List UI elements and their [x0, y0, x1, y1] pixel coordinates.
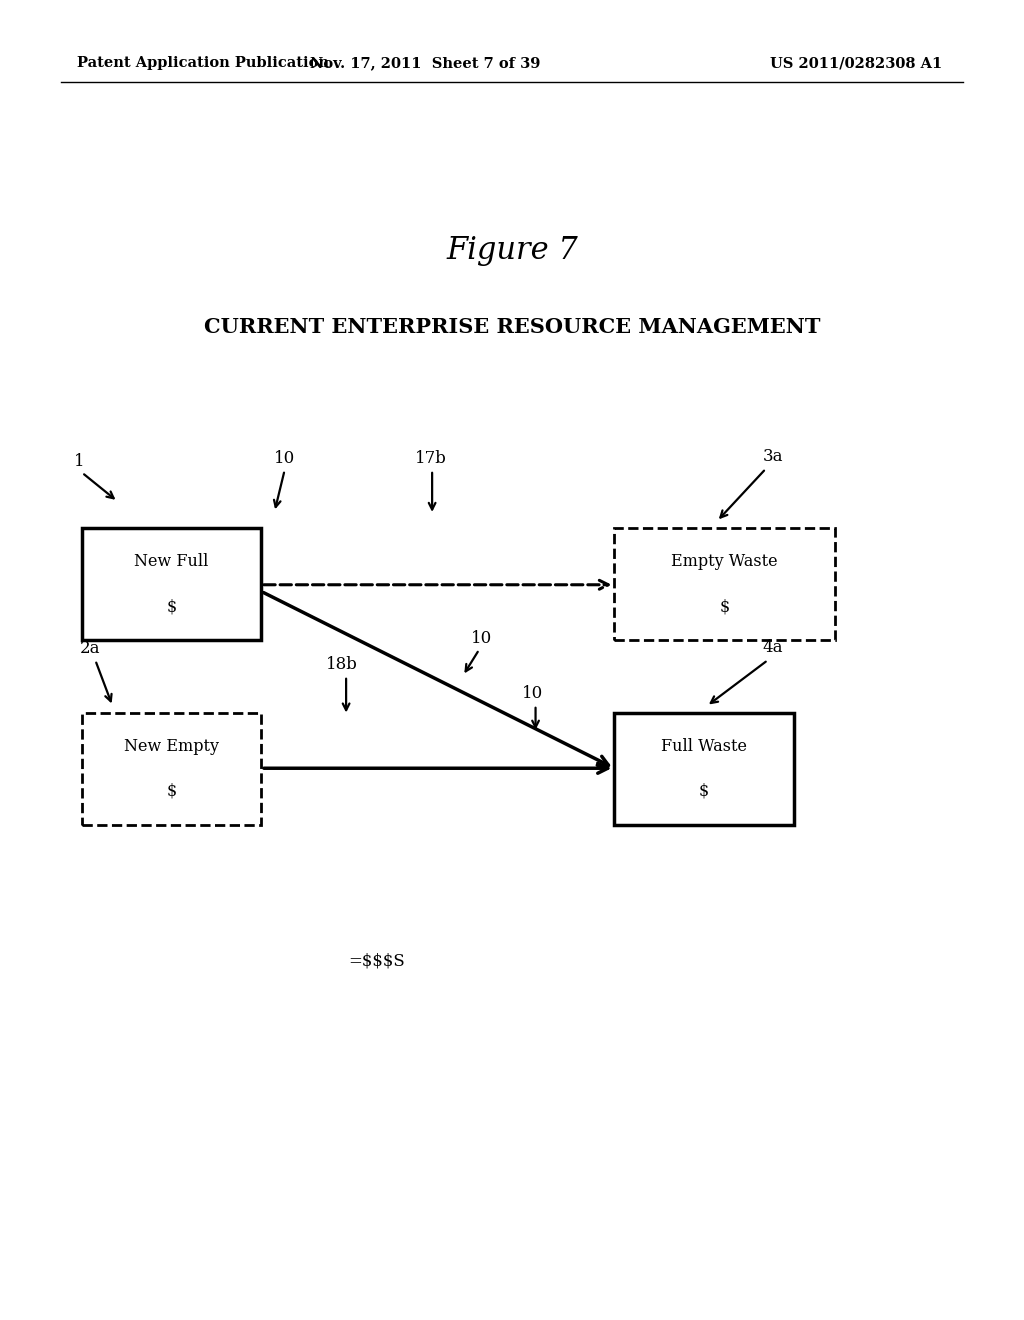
- Text: Full Waste: Full Waste: [662, 738, 746, 755]
- Bar: [82, 528, 261, 640]
- Text: New Empty: New Empty: [124, 738, 219, 755]
- Text: CURRENT ENTERPRISE RESOURCE MANAGEMENT: CURRENT ENTERPRISE RESOURCE MANAGEMENT: [204, 317, 820, 338]
- Text: 10: 10: [471, 630, 493, 647]
- Text: $: $: [719, 598, 730, 615]
- Text: $: $: [698, 783, 710, 800]
- Text: 2a: 2a: [80, 640, 100, 657]
- Bar: [614, 713, 794, 825]
- Text: $: $: [166, 783, 177, 800]
- Bar: [614, 528, 835, 640]
- Text: 10: 10: [522, 685, 544, 702]
- Text: Nov. 17, 2011  Sheet 7 of 39: Nov. 17, 2011 Sheet 7 of 39: [310, 57, 540, 70]
- Text: US 2011/0282308 A1: US 2011/0282308 A1: [770, 57, 942, 70]
- Text: 4a: 4a: [763, 639, 783, 656]
- Text: 3a: 3a: [763, 447, 783, 465]
- Text: =$$$S: =$$$S: [348, 953, 404, 969]
- Text: New Full: New Full: [134, 553, 209, 570]
- Text: Patent Application Publication: Patent Application Publication: [77, 57, 329, 70]
- Bar: [82, 713, 261, 825]
- Text: Empty Waste: Empty Waste: [671, 553, 778, 570]
- Text: 17b: 17b: [415, 450, 446, 467]
- Text: 10: 10: [274, 450, 296, 467]
- Text: 1: 1: [74, 453, 84, 470]
- Text: $: $: [166, 598, 177, 615]
- Text: 18b: 18b: [326, 656, 357, 673]
- Text: Figure 7: Figure 7: [446, 235, 578, 267]
